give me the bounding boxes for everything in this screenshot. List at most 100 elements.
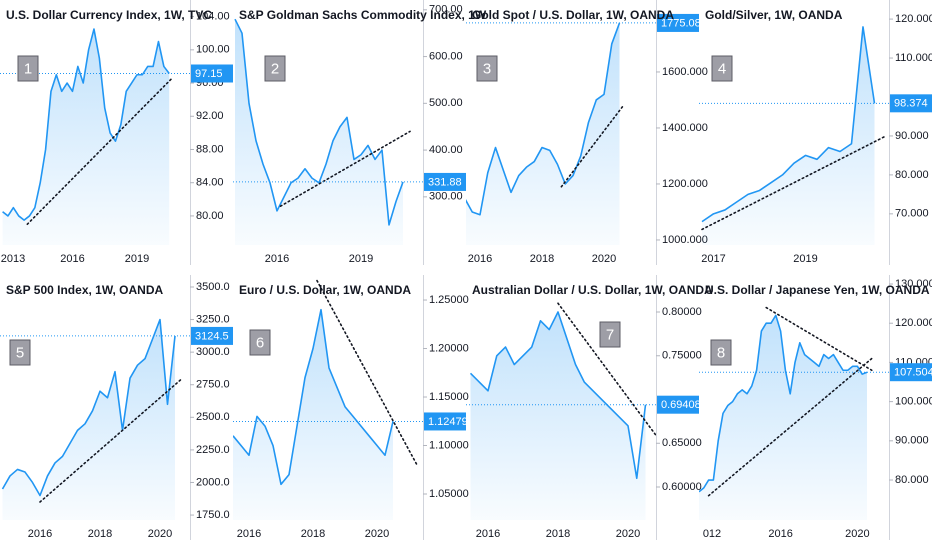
x-tick-label: 2016 bbox=[468, 253, 492, 265]
chart-panel: 3500.0 3250.0 3000.0 2750.0 2500.0 2250.0 2000… bbox=[0, 275, 233, 540]
y-tick-label: 1200.000 bbox=[662, 178, 708, 190]
x-tick-label: 2016 bbox=[28, 528, 52, 540]
panel-number: 7 bbox=[606, 326, 614, 343]
chart-title: Euro / U.S. Dollar, 1W, OANDA bbox=[239, 283, 411, 297]
y-tick-label: 1.15000 bbox=[429, 391, 469, 403]
panel-number-box bbox=[264, 55, 286, 82]
price-line bbox=[1, 318, 176, 497]
chart-panel: 120.000 110.000 90.000 80.000 70.000 2017 2019… bbox=[699, 0, 932, 265]
y-tick-label: 700.00 bbox=[429, 4, 463, 16]
y-tick-label: 70.000 bbox=[895, 208, 929, 220]
area bbox=[470, 312, 646, 520]
y-tick-label: 1.10000 bbox=[429, 439, 469, 451]
last-price-label: 1775.086 bbox=[661, 17, 707, 29]
panel-number-box bbox=[9, 339, 31, 366]
y-tick-label: 1.05000 bbox=[429, 488, 469, 500]
x-tick-label: 2018 bbox=[301, 528, 325, 540]
y-tick-label: 100.00 bbox=[196, 44, 230, 56]
price-line bbox=[234, 18, 404, 226]
chart-title: Gold Spot / U.S. Dollar, 1W, OANDA bbox=[472, 8, 674, 22]
x-tick-label: 2017 bbox=[701, 253, 725, 265]
y-tick-label: 130.000 bbox=[895, 278, 932, 290]
last-price-label: 3124.5 bbox=[195, 330, 229, 342]
chart-panel: 1.25000 1.20000 1.15000 1.10000 1.05000 2016 2… bbox=[233, 275, 469, 540]
plot bbox=[0, 28, 190, 245]
chart-panel: 0.80000 0.75000 0.65000 0.60000 2016 2018 2020… bbox=[466, 275, 713, 540]
price-line bbox=[699, 314, 868, 493]
panel-number: 5 bbox=[16, 344, 24, 361]
y-tick-label: 400.00 bbox=[429, 144, 463, 156]
y-tick-label: 0.80000 bbox=[662, 306, 702, 318]
chart-panel: 700.00 600.00 500.00 400.00 300.00 2016 2019 33… bbox=[233, 0, 487, 265]
y-tick-label: 3500.0 bbox=[196, 281, 230, 293]
plot bbox=[699, 306, 889, 520]
panel-number: 4 bbox=[718, 60, 726, 77]
x-tick-label: 2019 bbox=[125, 253, 149, 265]
y-tick-label: 90.000 bbox=[895, 435, 929, 447]
plot bbox=[0, 318, 190, 520]
chart-title: U.S. Dollar Currency Index, 1W, TVC bbox=[6, 8, 212, 22]
y-tick-label: 0.75000 bbox=[662, 350, 702, 362]
y-tick-label: 3250.0 bbox=[196, 313, 230, 325]
plot bbox=[233, 279, 423, 520]
y-tick-label: 84.00 bbox=[196, 177, 224, 189]
x-tick-label: 2018 bbox=[546, 528, 570, 540]
y-tick-label: 0.60000 bbox=[662, 481, 702, 493]
trendline bbox=[560, 104, 625, 188]
panel-number: 6 bbox=[256, 334, 264, 351]
panel-number-box bbox=[476, 55, 498, 82]
last-price-box bbox=[191, 326, 233, 345]
x-tick-label: 2020 bbox=[845, 528, 869, 540]
y-tick-label: 80.000 bbox=[895, 169, 929, 181]
x-tick-label: 2019 bbox=[793, 253, 817, 265]
y-tick-label: 300.00 bbox=[429, 191, 463, 203]
panel-number: 2 bbox=[271, 60, 279, 77]
x-tick-label: 2016 bbox=[768, 528, 792, 540]
chart-panel: 104.00100.0096.0092.0088.0084.0080.00201… bbox=[0, 0, 233, 265]
y-tick-label: 120.000 bbox=[895, 13, 932, 25]
y-tick-label: 1000.000 bbox=[662, 234, 708, 246]
last-price-box bbox=[424, 412, 466, 431]
panel-number-box bbox=[17, 55, 39, 82]
y-tick-label: 3000.0 bbox=[196, 346, 230, 358]
chart-title: S&P 500 Index, 1W, OANDA bbox=[6, 283, 163, 297]
x-tick-label: 2020 bbox=[616, 528, 640, 540]
trendline bbox=[557, 302, 656, 437]
y-tick-label: 1.25000 bbox=[429, 294, 469, 306]
x-tick-label: 2016 bbox=[265, 253, 289, 265]
chart-title: U.S. Dollar / Japanese Yen, 1W, OANDA bbox=[705, 283, 930, 297]
plot bbox=[233, 18, 423, 245]
y-tick-label: 104.00 bbox=[196, 11, 230, 23]
trendline bbox=[26, 78, 173, 226]
last-price-label: 97.15 bbox=[195, 68, 223, 80]
x-tick-label: 2016 bbox=[476, 528, 500, 540]
y-tick-label: 2500.0 bbox=[196, 411, 230, 423]
plot bbox=[466, 22, 656, 245]
chart-panel: 130.000120.000110.000100.00090.00080.000… bbox=[699, 275, 932, 540]
price-line bbox=[233, 308, 394, 486]
y-tick-label: 80.000 bbox=[895, 474, 929, 486]
y-tick-label: 0.65000 bbox=[662, 437, 702, 449]
panel-number-box bbox=[599, 321, 621, 348]
last-price-box bbox=[890, 94, 932, 113]
y-tick-label: 600.00 bbox=[429, 50, 463, 62]
panel-number-box bbox=[249, 329, 271, 356]
trendline bbox=[701, 135, 887, 231]
panel-number: 3 bbox=[483, 60, 491, 77]
x-tick-label: 2016 bbox=[60, 253, 84, 265]
chart-title: Australian Dollar / U.S. Dollar, 1W, OAN… bbox=[472, 283, 713, 297]
y-tick-label: 120.000 bbox=[895, 317, 932, 329]
y-tick-label: 2750.0 bbox=[196, 379, 230, 391]
trendline bbox=[316, 279, 418, 466]
y-tick-label: 2000.0 bbox=[196, 476, 230, 488]
area bbox=[702, 26, 875, 245]
last-price-box bbox=[424, 172, 466, 191]
area bbox=[2, 29, 170, 245]
last-price-label: 98.374 bbox=[894, 98, 928, 110]
chart-panel: 1600.000 1400.000 1200.000 1000.000 2016 2018… bbox=[466, 0, 708, 265]
y-tick-label: 1400.000 bbox=[662, 122, 708, 134]
panel-number: 8 bbox=[717, 344, 725, 361]
last-price-box bbox=[890, 363, 932, 382]
y-tick-label: 500.00 bbox=[429, 97, 463, 109]
